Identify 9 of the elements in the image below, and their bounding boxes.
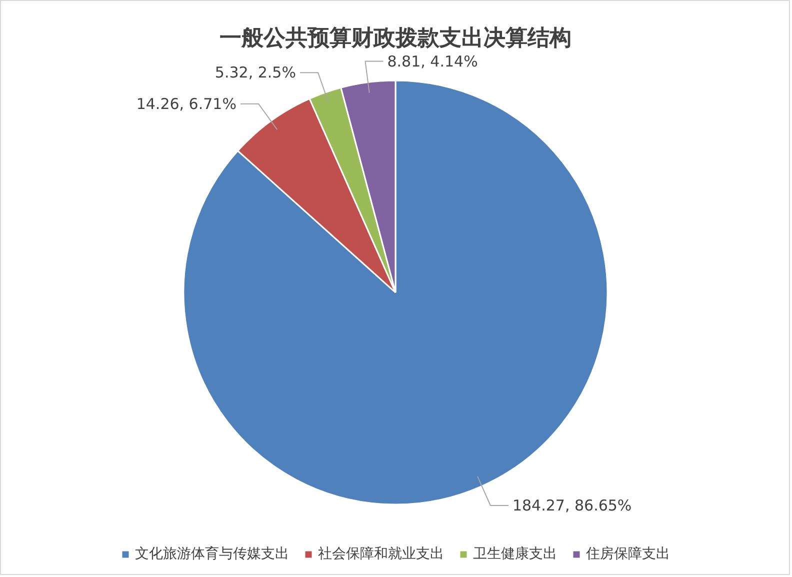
data-label: 8.81, 4.14% <box>387 52 478 70</box>
legend-label: 卫生健康支出 <box>473 545 557 563</box>
legend-label: 住房保障支出 <box>586 545 670 563</box>
legend-label: 文化旅游体育与传媒支出 <box>135 545 289 563</box>
data-label: 5.32, 2.5% <box>214 64 296 82</box>
legend-label: 社会保障和就业支出 <box>318 545 444 563</box>
data-label: 184.27, 86.65% <box>512 496 632 514</box>
chart-title: 一般公共预算财政拨款支出决算结构 <box>220 26 572 51</box>
data-label: 14.26, 6.71% <box>136 94 236 113</box>
